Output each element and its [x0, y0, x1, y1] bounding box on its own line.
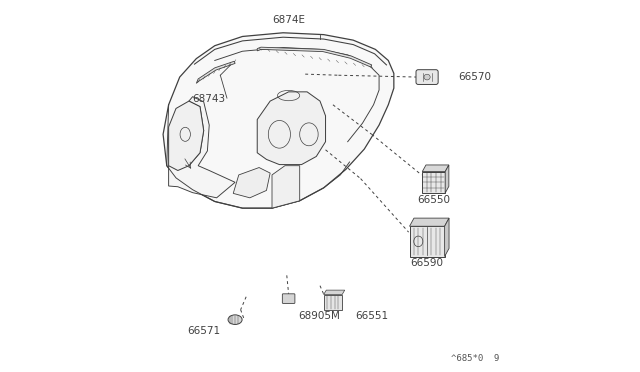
Text: 68905M: 68905M	[298, 311, 340, 321]
Polygon shape	[272, 166, 300, 208]
Polygon shape	[168, 97, 235, 198]
Polygon shape	[422, 171, 445, 193]
Ellipse shape	[228, 315, 242, 324]
Polygon shape	[410, 218, 449, 226]
Ellipse shape	[424, 74, 430, 80]
Polygon shape	[196, 61, 235, 83]
Polygon shape	[410, 226, 445, 257]
Polygon shape	[445, 165, 449, 193]
Polygon shape	[168, 101, 204, 170]
FancyBboxPatch shape	[282, 294, 295, 304]
FancyBboxPatch shape	[416, 70, 438, 84]
Polygon shape	[324, 290, 345, 295]
Text: 66590: 66590	[411, 258, 444, 268]
Polygon shape	[324, 295, 342, 310]
Polygon shape	[233, 167, 270, 198]
Text: 66551: 66551	[355, 311, 388, 321]
Polygon shape	[257, 47, 372, 67]
Text: 68743: 68743	[193, 94, 226, 104]
Text: 66550: 66550	[417, 195, 450, 205]
Polygon shape	[163, 33, 394, 208]
Polygon shape	[257, 92, 326, 164]
Text: 66571: 66571	[187, 326, 220, 336]
Text: 66570: 66570	[458, 72, 492, 82]
Text: ^685*0  9: ^685*0 9	[451, 354, 499, 363]
Text: 6874E: 6874E	[272, 15, 305, 25]
Polygon shape	[445, 218, 449, 257]
Polygon shape	[422, 165, 449, 171]
